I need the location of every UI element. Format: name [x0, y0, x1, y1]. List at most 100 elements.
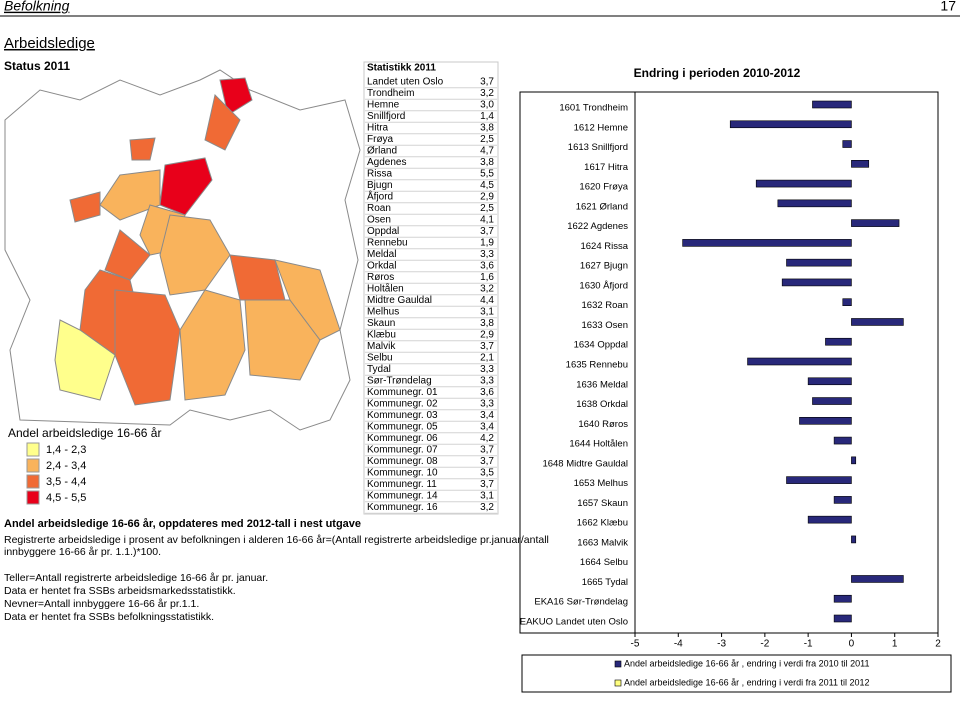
note-line: Nevner=Antall innbyggere 16-66 år pr.1.1…	[4, 598, 199, 610]
map-region	[159, 157, 213, 216]
table-cell: Skaun	[367, 318, 395, 329]
table-cell: 2,9	[480, 330, 494, 341]
note-line: Data er hentet fra SSBs befolkningsstati…	[4, 611, 214, 623]
category-label: EKA16 Sør-Trøndelag	[534, 597, 628, 608]
bar	[812, 397, 852, 405]
table-cell: Kommunegr. 08	[367, 456, 438, 467]
table-cell: Kommunegr. 06	[367, 433, 438, 444]
bar	[851, 160, 870, 168]
map	[4, 69, 361, 431]
table-cell: Snillfjord	[367, 111, 405, 122]
table-cell: Bjugn	[367, 180, 393, 191]
table-cell: 4,2	[480, 433, 494, 444]
table-cell: Røros	[367, 272, 394, 283]
table-cell: Kommunegr. 03	[367, 410, 438, 421]
table-cell: Holtålen	[367, 283, 404, 295]
table-cell: Osen	[367, 215, 391, 226]
category-label: 1648 Midtre Gauldal	[542, 458, 628, 469]
bar	[833, 614, 852, 623]
category-label: 1635 Rennebu	[566, 360, 628, 371]
bar	[747, 357, 852, 366]
table-cell: 3,3	[480, 364, 494, 375]
table-cell: Sør-Trøndelag	[367, 376, 432, 387]
table-cell: 3,7	[480, 456, 494, 467]
note-line: Registrerte arbeidsledige i prosent av b…	[4, 534, 549, 546]
x-tick-label: -2	[760, 639, 769, 650]
map-legend-label: 1,4 - 2,3	[46, 444, 86, 456]
section-header: Befolkning	[4, 0, 70, 14]
legend-label: Andel arbeidsledige 16-66 år , endring i…	[624, 658, 870, 668]
table-header: Statistikk 2011	[367, 63, 436, 74]
legend-swatch	[614, 679, 622, 687]
table-cell: 3,3	[480, 376, 494, 387]
category-label: 1633 Osen	[582, 320, 628, 331]
table-cell: 1,9	[480, 238, 494, 249]
category-label: 1634 Oppdal	[574, 340, 628, 351]
map-region	[99, 169, 161, 221]
bar	[799, 417, 852, 425]
table-cell: Kommunegr. 16	[367, 502, 438, 513]
map-region	[204, 94, 241, 151]
table-cell: 3,7	[480, 77, 494, 88]
x-tick-label: 0	[849, 639, 855, 650]
table-cell: Malvik	[367, 341, 396, 352]
table-cell: Frøya	[367, 134, 394, 145]
table-cell: 3,7	[480, 445, 494, 456]
table-cell: 4,7	[480, 146, 494, 157]
bar	[851, 318, 904, 326]
category-label: EAKUO Landet uten Oslo	[520, 617, 628, 628]
page-title: Arbeidsledige	[4, 35, 95, 52]
x-tick-label: -4	[674, 639, 683, 650]
map-legend-swatch	[26, 442, 40, 457]
bar	[842, 140, 852, 148]
table-cell: 3,3	[480, 399, 494, 410]
table-cell: Kommunegr. 02	[367, 399, 438, 410]
map-legend-label: 2,4 - 3,4	[46, 460, 86, 472]
category-label: 1640 Røros	[578, 419, 628, 430]
bar	[812, 100, 852, 109]
map-region	[129, 137, 156, 161]
table-cell: 4,4	[480, 295, 494, 306]
map-legend-title: Andel arbeidsledige 16-66 år	[8, 426, 161, 440]
table-cell: Kommunegr. 01	[367, 387, 438, 398]
table-cell: 3,7	[480, 226, 494, 237]
bar	[729, 120, 852, 129]
table-cell: Kommunegr. 11	[367, 479, 437, 490]
map-region	[244, 299, 321, 381]
table-cell: Tydal	[367, 364, 391, 375]
bar	[851, 575, 904, 583]
table-cell: Hemne	[367, 100, 400, 111]
table-cell: Midtre Gauldal	[367, 295, 432, 306]
table-cell: Melhus	[367, 307, 399, 318]
table-cell: 3,2	[480, 284, 494, 295]
table-cell: Orkdal	[367, 261, 396, 272]
table-cell: Kommunegr. 07	[367, 445, 438, 456]
subtitle: Status 2011	[4, 59, 70, 73]
table-cell: 5,5	[480, 169, 494, 180]
table-cell: 3,7	[480, 479, 494, 490]
category-label: 1601 Trondheim	[559, 103, 628, 114]
bar	[851, 535, 857, 544]
page-number: 17	[940, 0, 956, 14]
table-cell: Klæbu	[367, 330, 396, 341]
table-cell: 3,1	[480, 307, 494, 318]
table-cell: Kommunegr. 05	[367, 422, 438, 433]
bar	[755, 179, 852, 188]
bar	[786, 258, 852, 267]
bar	[781, 278, 852, 287]
map-region	[54, 319, 116, 401]
table-cell: Landet uten Oslo	[367, 77, 444, 88]
table-cell: 2,9	[480, 192, 494, 203]
category-label: 1621 Ørland	[576, 201, 628, 212]
category-label: 1653 Melhus	[574, 478, 629, 489]
table-cell: Oppdal	[367, 226, 399, 237]
x-tick-label: -1	[804, 639, 813, 650]
table-cell: 3,2	[480, 88, 494, 99]
category-frame	[519, 91, 636, 634]
table-cell: Rissa	[367, 169, 392, 180]
category-label: 1627 Bjugn	[580, 261, 628, 272]
category-label: 1638 Orkdal	[576, 399, 628, 410]
map-legend-swatch	[26, 458, 40, 473]
x-tick-label: -3	[717, 639, 726, 650]
legend-swatch	[614, 660, 622, 668]
